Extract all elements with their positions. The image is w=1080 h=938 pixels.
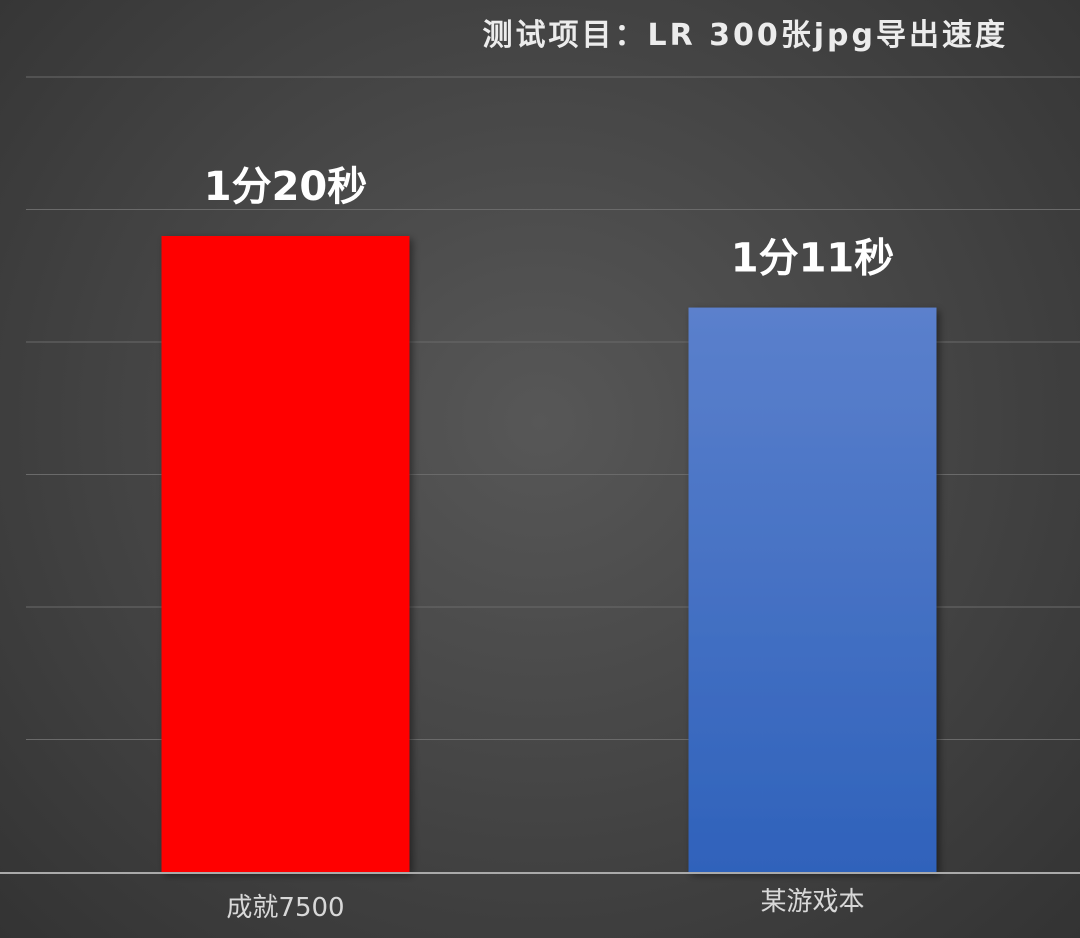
bars [161, 236, 937, 872]
data-labels: 1分20秒 1分11秒 [204, 164, 895, 282]
data-label-2: 1分11秒 [731, 236, 895, 282]
category-label-2: 某游戏本 [760, 887, 864, 917]
data-label-1: 1分20秒 [204, 164, 368, 210]
chart-title: 测试项目：LR 300张jpg导出速度 [482, 18, 1008, 53]
x-axis: 成就7500 某游戏本 [0, 872, 1080, 923]
bar-2 [688, 307, 937, 872]
category-label-1: 成就7500 [226, 893, 344, 923]
bar-1 [161, 236, 410, 872]
